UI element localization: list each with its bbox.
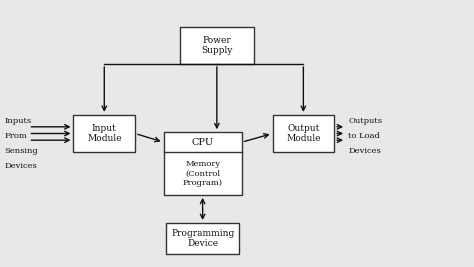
Bar [73,115,135,152]
Bar [273,115,334,152]
Text: Output
Module: Output Module [286,124,320,143]
Text: From: From [5,132,27,140]
Text: Outputs: Outputs [348,117,383,125]
Text: Inputs: Inputs [5,117,32,125]
Text: Devices: Devices [348,147,381,155]
Bar [166,223,239,254]
Text: to Load: to Load [348,132,380,140]
Text: Memory
(Control
Program): Memory (Control Program) [182,160,223,187]
Text: Input
Module: Input Module [87,124,121,143]
Bar [164,132,242,195]
Bar [180,27,254,64]
Text: Sensing: Sensing [5,147,38,155]
Text: Devices: Devices [5,162,37,170]
Text: CPU: CPU [191,138,214,147]
Text: Programming
Device: Programming Device [171,229,234,248]
Text: Power
Supply: Power Supply [201,36,233,55]
